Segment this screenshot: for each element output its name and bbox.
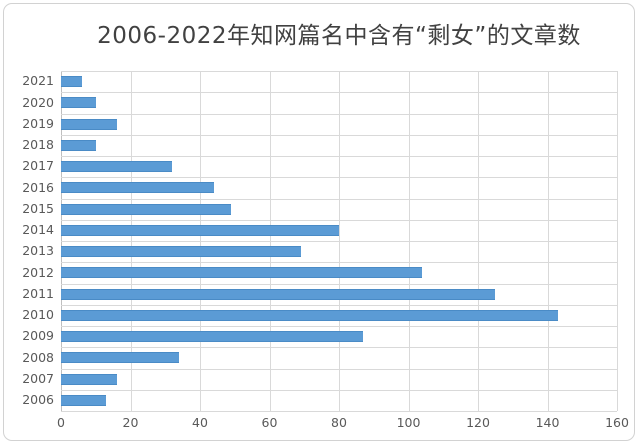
bar-2009 xyxy=(61,331,364,343)
x-axis-tick-label: 0 xyxy=(57,415,65,430)
bar-2010 xyxy=(61,309,558,321)
horizontal-gridline xyxy=(61,198,617,200)
vertical-gridline xyxy=(617,71,618,411)
bar-2021 xyxy=(61,76,82,88)
bar-2019 xyxy=(61,118,117,130)
horizontal-gridline xyxy=(61,177,617,179)
chart-frame xyxy=(3,3,635,441)
y-axis-label-2006: 2006 xyxy=(22,392,54,408)
y-axis-label-2009: 2009 xyxy=(22,328,54,344)
horizontal-gridline xyxy=(61,326,617,327)
bar-2007 xyxy=(61,373,117,385)
y-axis-label-2013: 2013 xyxy=(22,243,54,259)
horizontal-gridline xyxy=(61,304,617,306)
horizontal-gridline xyxy=(61,156,617,157)
x-axis-tick-label: 160 xyxy=(605,415,629,430)
y-axis-label-2010: 2010 xyxy=(22,307,54,323)
bar-2006 xyxy=(61,394,107,406)
x-axis-tick-label: 100 xyxy=(396,415,421,430)
bar-2014 xyxy=(61,224,339,236)
bar-2017 xyxy=(61,161,173,173)
y-axis-label-2015: 2015 xyxy=(22,200,54,216)
bar-2013 xyxy=(61,246,301,258)
horizontal-gridline xyxy=(61,368,617,370)
bar-2008 xyxy=(61,352,180,364)
y-axis-label-2014: 2014 xyxy=(22,222,54,238)
horizontal-gridline xyxy=(61,411,617,412)
x-axis-tick-label: 40 xyxy=(192,415,208,430)
y-axis-label-2020: 2020 xyxy=(22,94,54,110)
horizontal-gridline xyxy=(61,71,617,72)
horizontal-gridline xyxy=(61,389,617,391)
horizontal-gridline xyxy=(61,262,617,264)
bar-2012 xyxy=(61,267,423,279)
horizontal-gridline xyxy=(61,134,617,136)
horizontal-gridline xyxy=(61,92,617,94)
bar-2015 xyxy=(61,203,232,215)
y-axis-label-2021: 2021 xyxy=(22,73,54,89)
bar-2016 xyxy=(61,182,214,194)
y-axis-label-2008: 2008 xyxy=(22,349,54,365)
x-axis-tick-label: 60 xyxy=(261,415,278,430)
x-axis-tick-label: 140 xyxy=(535,415,560,430)
x-axis-tick-label: 120 xyxy=(466,415,490,430)
x-axis-tick-label: 20 xyxy=(122,415,139,430)
horizontal-gridline xyxy=(61,241,617,242)
chart-title: 2006-2022年知网篇名中含有“剩女”的文章数 xyxy=(97,23,581,49)
y-axis-label-2012: 2012 xyxy=(22,264,54,280)
y-axis-label-2007: 2007 xyxy=(22,370,54,386)
y-axis-label-2018: 2018 xyxy=(22,137,54,153)
bar-2018 xyxy=(61,139,96,151)
bar-2020 xyxy=(61,97,96,109)
horizontal-gridline xyxy=(61,283,617,285)
horizontal-gridline xyxy=(61,219,617,221)
bar-2011 xyxy=(61,288,496,300)
horizontal-gridline xyxy=(61,113,617,115)
y-axis-label-2011: 2011 xyxy=(22,285,54,301)
plot-area xyxy=(61,71,618,412)
horizontal-gridline xyxy=(61,347,617,349)
x-axis-tick-label: 80 xyxy=(331,415,347,430)
y-axis-label-2019: 2019 xyxy=(22,115,54,131)
y-axis-label-2016: 2016 xyxy=(22,179,54,195)
y-axis-label-2017: 2017 xyxy=(22,158,54,174)
